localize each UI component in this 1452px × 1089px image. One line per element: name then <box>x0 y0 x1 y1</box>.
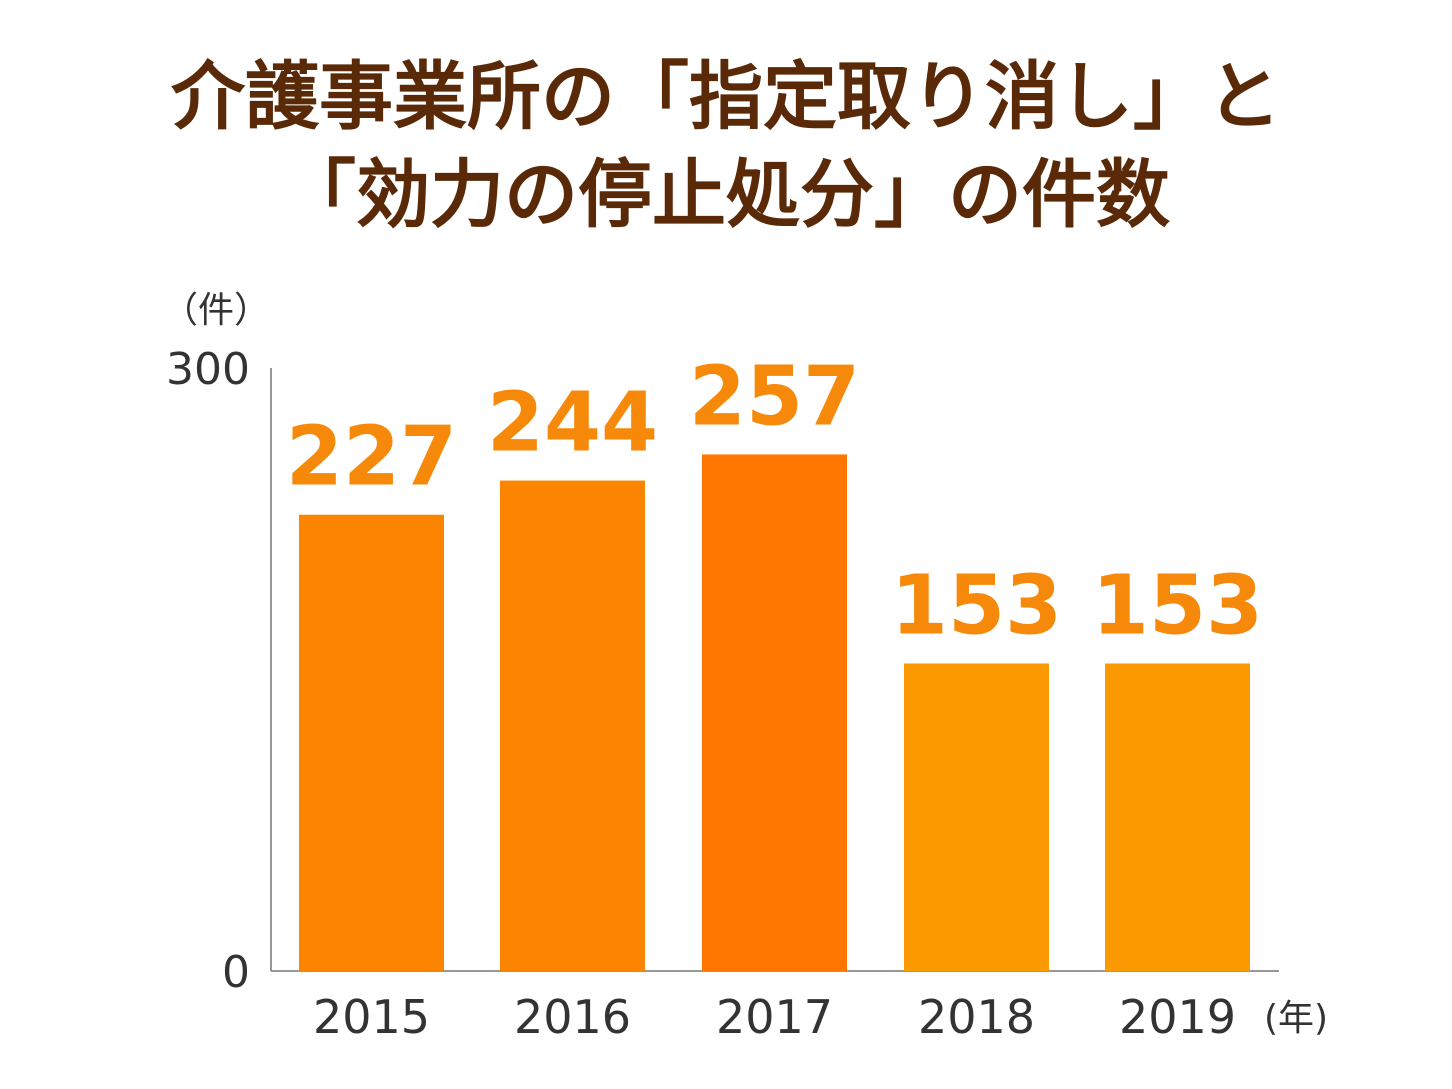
x-tick-label-2018: 2018 <box>918 990 1035 1044</box>
chart-title-line-1: 介護事業所の「指定取り消し」と <box>171 54 1281 140</box>
x-axis-unit-label: (年) <box>1264 998 1328 1039</box>
bar-2018 <box>904 663 1049 971</box>
y-tick-label: 0 <box>222 947 250 998</box>
chart-title-line-2: 「効力の停止処分」の件数 <box>282 152 1170 238</box>
value-label-2018: 153 <box>891 558 1062 653</box>
bars <box>299 454 1250 971</box>
y-axis-ticks: 0 300 <box>166 344 250 998</box>
x-tick-label-2016: 2016 <box>514 990 631 1044</box>
x-tick-label-2017: 2017 <box>716 990 833 1044</box>
bar-2015 <box>299 514 444 971</box>
value-label-2016: 244 <box>487 376 658 471</box>
x-tick-label-2019: 2019 <box>1119 990 1236 1044</box>
y-tick-label: 300 <box>166 344 250 395</box>
bar-2019 <box>1105 663 1250 971</box>
y-axis-unit-label: （件） <box>162 290 270 331</box>
x-axis-tick-labels: 2015 2016 2017 2018 2019 <box>313 990 1236 1044</box>
bar-2016 <box>500 480 645 971</box>
value-labels: 227 244 257 153 153 <box>286 349 1263 653</box>
value-label-2017: 257 <box>689 349 860 444</box>
value-label-2019: 153 <box>1092 558 1263 653</box>
x-tick-label-2015: 2015 <box>313 990 430 1044</box>
value-label-2015: 227 <box>286 410 457 505</box>
bar-2017 <box>702 454 847 971</box>
